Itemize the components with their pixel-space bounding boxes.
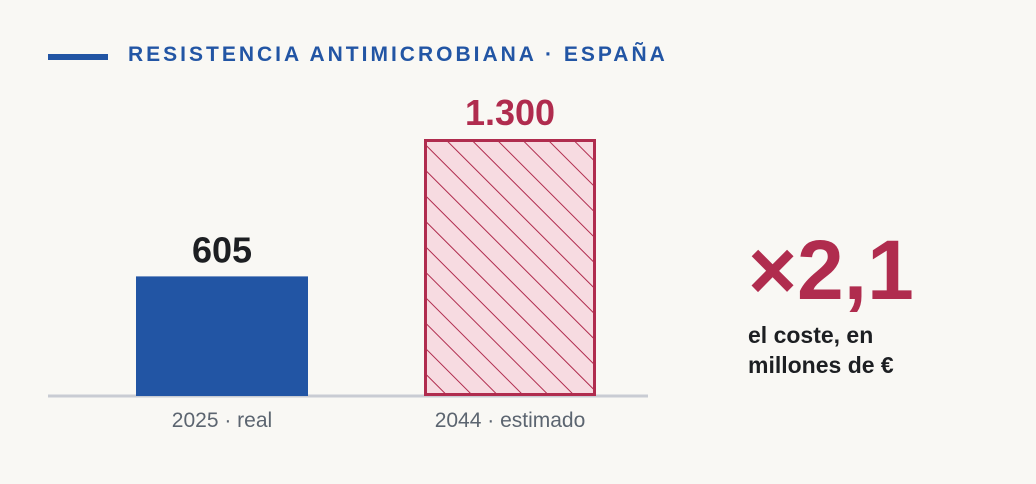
bar-value-label-0: 605 <box>192 229 252 270</box>
bar-value-label-1: 1.300 <box>465 92 555 133</box>
ratio-callout: ×2,1 <box>748 223 914 317</box>
ratio-caption: el coste, en millones de € <box>748 322 894 378</box>
category-label-0: 2025 · real <box>172 409 272 432</box>
bar-1 <box>424 139 596 396</box>
bar-chart: 605 2025 · real 1.300 2044 · estimado <box>48 92 648 432</box>
category-label-1: 2044 · estimado <box>435 409 586 432</box>
bar-0 <box>136 276 308 396</box>
chart-kicker-title: RESISTENCIA ANTIMICROBIANA · ESPAÑA <box>128 43 668 66</box>
kicker-accent-line <box>48 54 108 60</box>
